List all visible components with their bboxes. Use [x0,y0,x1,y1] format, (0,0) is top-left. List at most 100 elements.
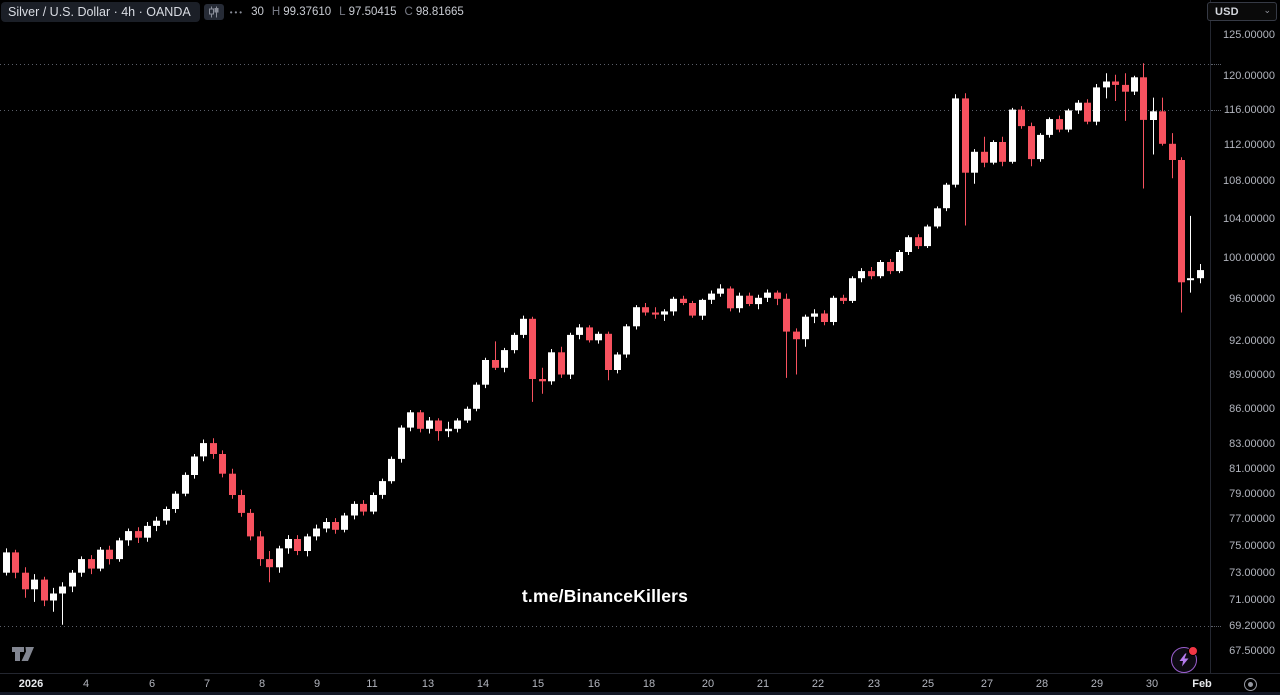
up-candle [567,334,574,375]
up-candle [31,579,38,590]
down-candle [680,298,687,303]
price-tick-label: 120.00000 [1223,69,1275,82]
up-candle [708,293,715,300]
close-label: C [404,5,413,18]
up-candle [576,327,583,335]
down-candle [238,495,245,513]
candlestick-style-icon[interactable] [203,3,224,20]
high-label: H [271,5,281,18]
down-candle [727,288,734,309]
up-candle [153,520,160,526]
symbol-title-pill[interactable]: Silver / U.S. Dollar · 4h · OANDA [1,1,200,22]
up-candle [69,572,76,587]
up-candle [595,333,602,341]
notification-dot [1188,646,1198,656]
low-label: L [339,5,346,18]
up-candle [172,493,179,509]
up-candle [125,531,132,541]
symbol-title: Silver / U.S. Dollar · 4h · OANDA [8,4,191,19]
time-tick-label: 11 [366,678,378,690]
down-candle [88,559,95,569]
mini-candles-glyph [208,6,219,17]
down-candle [793,331,800,340]
down-candle [417,412,424,429]
up-candle [520,318,527,335]
time-tick-label: 22 [811,678,825,690]
up-candle [473,384,480,409]
down-candle [435,420,442,432]
down-candle [962,98,969,173]
tradingview-logo-glyph [12,647,34,661]
up-candle [614,354,621,370]
up-candle [482,360,489,385]
price-tick-label: 92.00000 [1229,335,1275,348]
up-candle [877,262,884,277]
up-candle [1197,270,1204,279]
time-tick-label: 23 [867,678,881,690]
tradingview-logo[interactable] [12,646,38,667]
time-tick-label: 20 [701,678,715,690]
up-candle [59,586,66,594]
channel-watermark: t.me/BinanceKillers [521,586,689,606]
more-options-icon[interactable]: ••• [229,7,245,17]
down-candle [41,579,48,601]
down-candle [821,313,828,322]
up-candle [849,278,856,301]
up-candle [285,539,292,549]
price-line-axis-dots [1211,110,1221,111]
down-candle [1140,77,1147,120]
price-axis[interactable]: USD ⌄ 125.00000 120.00000 116.00000 112.000… [1207,0,1280,673]
up-candle [548,352,555,382]
up-candle [830,297,837,322]
chevron-down-icon: ⌄ [1263,5,1271,15]
up-candle [1187,278,1194,281]
up-candle [633,307,640,327]
time-tick-label: 28 [1035,678,1049,690]
down-candle [529,318,536,379]
price-tick-label: 71.00000 [1229,594,1275,607]
down-candle [689,303,696,316]
down-candle [539,379,546,382]
up-candle [276,548,283,568]
up-candle [323,522,330,529]
low-value: 97.50415 [348,5,397,18]
up-candle [934,208,941,227]
price-tick-label: 100.00000 [1223,252,1275,264]
open-value-partial: 30 [251,5,264,18]
down-candle [22,572,29,590]
up-candle [1093,87,1100,122]
candlestick-chart[interactable] [0,0,1210,673]
up-candle [116,540,123,560]
close-value: 98.81665 [415,5,464,18]
up-candle [736,295,743,309]
time-axis[interactable]: 2026 4 6 7 8 9 11 13 14 15 16 18 20 21 22 23 25 27 28 29 30 F… [0,673,1280,693]
down-candle [981,151,988,163]
time-tick-label: 30 [1145,678,1159,690]
down-candle [1169,143,1176,160]
currency-selector[interactable]: USD ⌄ [1207,2,1277,21]
up-candle [1065,110,1072,130]
price-tick-label: 75.00000 [1229,539,1275,552]
down-candle [1084,102,1091,122]
down-candle [360,503,367,512]
currency-label: USD [1215,5,1239,18]
up-candle [182,474,189,494]
up-candle [78,559,85,573]
up-candle [1131,77,1138,92]
up-candle [200,443,207,457]
down-candle [12,552,19,573]
down-candle [219,454,226,474]
up-candle [351,503,358,516]
timezone-clock-icon[interactable] [1244,678,1257,691]
lightning-bolt-icon [1179,653,1189,667]
chart-plot-area[interactable]: t.me/BinanceKillers Silver / U.S. Dollar… [0,0,1210,673]
down-candle [1028,126,1035,160]
price-tick-label: 125.00000 [1223,28,1275,41]
down-candle [774,292,781,299]
boost-button[interactable] [1171,646,1198,673]
time-tick-label: 27 [980,678,994,690]
time-tick-label: 13 [421,678,435,690]
down-candle [266,559,273,568]
ohlc-readout: 30 H 99.37610 L 97.50415 C 98.81665 [251,6,464,18]
up-candle [990,142,997,163]
